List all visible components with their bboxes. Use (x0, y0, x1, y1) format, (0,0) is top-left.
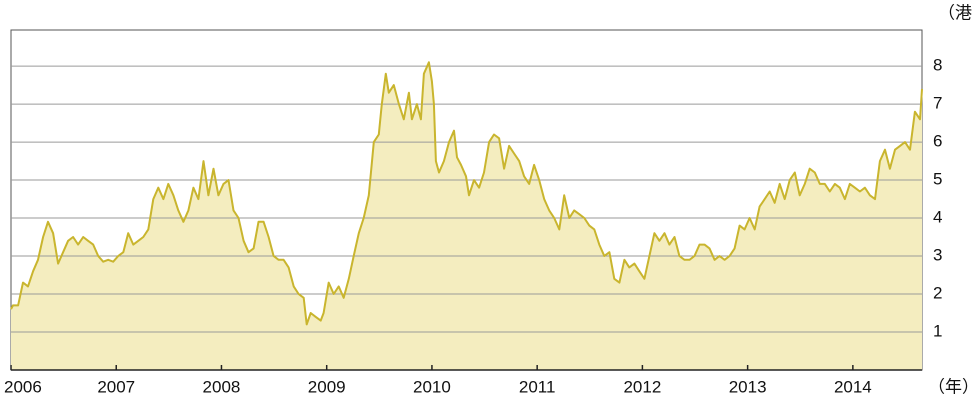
x-tick-label: 2013 (729, 377, 767, 396)
y-tick-label: 7 (933, 94, 942, 113)
y-tick-label: 3 (933, 246, 942, 265)
price-line (10, 61, 923, 326)
x-tick-label: 2007 (97, 377, 135, 396)
x-tick-label: 2010 (413, 377, 451, 396)
y-tick-label: 8 (933, 56, 942, 75)
x-axis-unit: （年） (928, 377, 972, 396)
y-tick-label: 1 (933, 321, 942, 340)
y-tick-label: 6 (933, 132, 942, 151)
x-tick-label: 2006 (4, 377, 42, 396)
area-fill (11, 62, 922, 371)
y-tick-label: 4 (933, 208, 942, 227)
y-axis-unit: （港元） (938, 3, 972, 22)
x-tick-label: 2008 (203, 377, 241, 396)
x-tick-label: 2009 (308, 377, 346, 396)
x-tick-label: 2014 (834, 377, 872, 396)
x-tick-label: 2012 (623, 377, 661, 396)
y-tick-label: 5 (933, 170, 942, 189)
x-tick-label: 2011 (519, 377, 556, 396)
y-tick-label: 2 (933, 284, 942, 303)
